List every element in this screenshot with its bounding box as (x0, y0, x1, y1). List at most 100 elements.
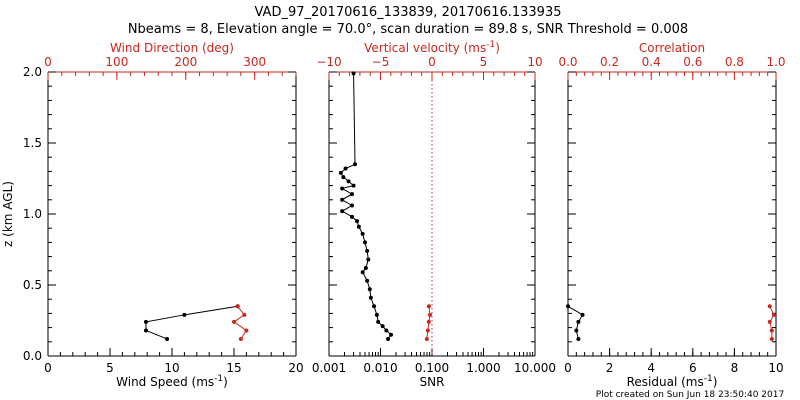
data-point (386, 336, 391, 341)
data-point (574, 328, 579, 333)
bottom-axis-label: Residual (ms-1) (627, 374, 718, 389)
y-tick-label: 1.5 (23, 136, 42, 150)
data-point (367, 287, 372, 292)
data-point (767, 319, 772, 324)
data-point (426, 304, 431, 309)
top-axis: 0 100 200 300 Wind Direction (deg) (44, 41, 297, 80)
data-point (346, 179, 351, 184)
x-tick-label: 6 (689, 361, 697, 375)
data-point (566, 304, 570, 309)
panel-3: 0 2 4 6 8 10 Residual (ms-1) 0.0 0.2 0.4 0.6 0.8 1.0… (558, 41, 785, 389)
data-point (143, 328, 148, 333)
data-point (374, 312, 379, 317)
top-tick-label: 1.0 (766, 55, 785, 69)
x-tick-label: 0 (564, 361, 572, 375)
data-point (340, 186, 345, 191)
data-point (353, 162, 358, 167)
plot-created-footer: Plot created on Sun Jun 18 23:50:40 2017 (596, 390, 784, 400)
series-line (567, 305, 584, 340)
data-point (143, 319, 148, 324)
top-tick-label: 5 (480, 55, 488, 69)
data-point (360, 270, 365, 275)
series-line (340, 73, 392, 340)
top-tick-label: 0 (428, 55, 436, 69)
data-point (238, 336, 243, 341)
data-point (341, 175, 346, 180)
panel-1: 0.0 0.5 1.0 1.5 2.0 z (km AGL) 0 5 10 15 20 Wind Sp… (1, 41, 304, 389)
data-point (350, 214, 355, 219)
data-point (427, 312, 432, 317)
series-line (145, 305, 238, 340)
data-point (580, 312, 585, 317)
data-point (372, 304, 377, 309)
data-point (576, 319, 581, 324)
top-axis: 0.0 0.2 0.4 0.6 0.8 1.0 Correlation (558, 41, 786, 80)
data-point (351, 183, 356, 188)
top-tick-label: 0.0 (558, 55, 577, 69)
top-axis: −10 −5 0 5 10 Vertical velocity (ms-1) (316, 40, 543, 80)
x-tick-label: 4 (647, 361, 655, 375)
data-point (356, 224, 361, 229)
data-point (360, 231, 365, 236)
data-point (235, 304, 240, 309)
data-point (376, 319, 381, 324)
data-point (350, 192, 355, 197)
y-tick-label: 0.0 (23, 349, 42, 363)
bottom-axis-label: Wind Speed (ms-1) (116, 374, 228, 389)
top-tick-label: 0.8 (725, 55, 744, 69)
data-point (368, 295, 373, 300)
data-point (340, 209, 345, 214)
y-tick-label: 1.0 (23, 207, 42, 221)
top-tick-label: 0 (44, 55, 52, 69)
data-point (769, 328, 774, 333)
x-tick-label: 15 (226, 361, 241, 375)
x-tick-label: 20 (288, 361, 303, 375)
y-axis-label: z (km AGL) (1, 181, 15, 247)
data-point (182, 312, 187, 317)
top-axis-label: Wind Direction (deg) (110, 41, 234, 55)
data-point (165, 336, 170, 341)
top-axis-label: Vertical velocity (ms-1) (364, 40, 500, 55)
x-tick-label: 5 (106, 361, 114, 375)
top-tick-label: 300 (243, 55, 266, 69)
data-point (366, 257, 371, 262)
top-tick-label: 0.6 (683, 55, 702, 69)
data-point (426, 319, 431, 324)
top-tick-label: 100 (105, 55, 128, 69)
data-point (767, 304, 772, 309)
top-tick-label: 0.2 (600, 55, 619, 69)
x-tick-label: 10.000 (514, 361, 556, 375)
data-point (576, 336, 581, 341)
data-point (242, 312, 247, 317)
data-point (363, 265, 368, 270)
data-point (365, 248, 370, 253)
x-tick-label: 10 (164, 361, 179, 375)
data-point (350, 203, 355, 208)
panel-2: 0.001 0.010 0.100 1.000 10.000 SNR −10 −5 0 5 10 Ve… (312, 40, 556, 389)
data-point (424, 336, 429, 341)
x-tick-label: 2 (606, 361, 614, 375)
data-point (340, 197, 345, 202)
data-point (232, 319, 236, 324)
x-tick-label: 8 (731, 361, 739, 375)
data-point (384, 328, 389, 333)
data-point (338, 170, 343, 175)
x-tick-label: 1.000 (466, 361, 500, 375)
data-point (389, 332, 394, 337)
figure-subtitle: Nbeams = 8, Elevation angle = 70.0°, sca… (128, 22, 688, 37)
x-tick-label: 0.010 (363, 361, 397, 375)
top-tick-label: −10 (316, 55, 341, 69)
data-point (365, 278, 370, 283)
top-tick-label: 200 (174, 55, 197, 69)
data-point (343, 166, 348, 171)
y-tick-label: 2.0 (23, 65, 42, 79)
data-point (380, 324, 385, 329)
data-point (362, 240, 367, 245)
x-tick-label: 10 (768, 361, 783, 375)
top-tick-label: −5 (372, 55, 390, 69)
x-tick-label: 0.100 (415, 361, 449, 375)
bottom-axis-label: SNR (420, 375, 445, 389)
x-tick-label: 0.001 (312, 361, 346, 375)
top-axis-label: Correlation (639, 41, 705, 55)
